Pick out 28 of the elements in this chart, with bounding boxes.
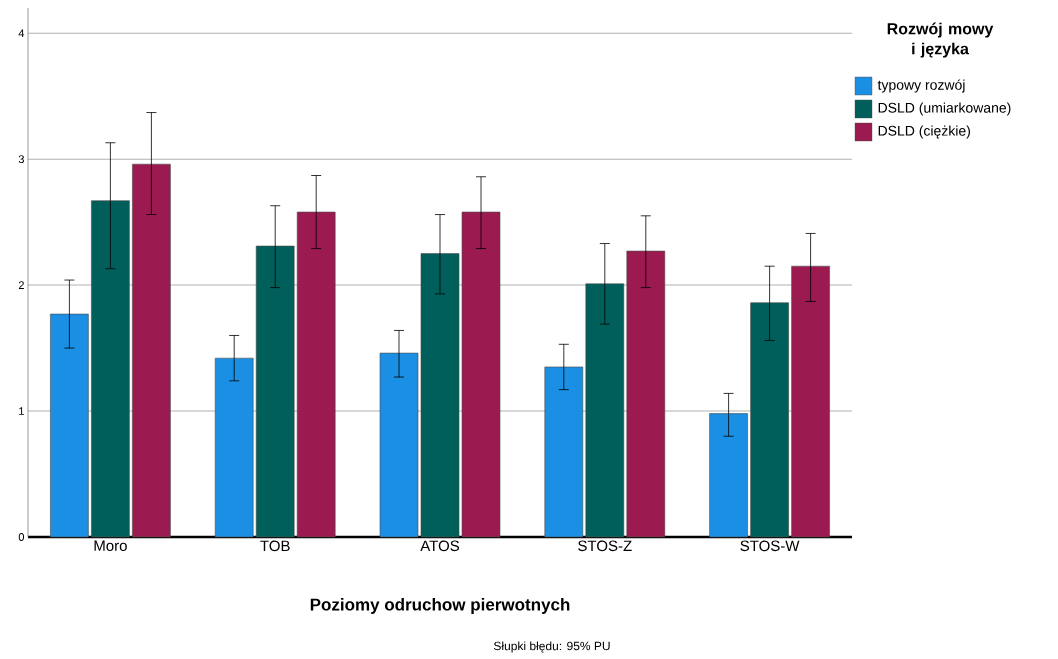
y-tick-label: 4	[18, 29, 25, 37]
x-tick-label: STOS-Z	[578, 540, 632, 552]
bar	[255, 245, 295, 538]
x-tick-label: Moro	[94, 540, 127, 551]
bar	[750, 302, 789, 538]
y-tick-label: 1	[19, 407, 24, 415]
y-tick-label: 3	[18, 155, 24, 164]
legend-title: Rozwój mowy i języka	[887, 22, 994, 58]
x-tick-label: ATOS	[420, 540, 460, 552]
bar	[50, 313, 89, 538]
text: Słupki błędu: 95% PU	[493, 641, 610, 653]
bar	[544, 366, 584, 538]
bar	[791, 265, 830, 538]
bar	[214, 357, 254, 538]
x-tick-label: STOS-W	[740, 540, 800, 552]
legend-label: DSLD (ciężkie)	[878, 125, 970, 139]
bar	[585, 283, 625, 538]
bar	[132, 163, 171, 538]
x-tick-label: TOB	[260, 540, 290, 552]
bar	[91, 200, 130, 538]
x-axis-title: Poziomy odruchow pierwotnych	[310, 598, 570, 614]
bar	[709, 413, 748, 538]
y-tick-label: 2	[18, 281, 24, 289]
y-tick-label: 0	[18, 533, 25, 541]
bar	[296, 211, 336, 538]
legend-label: typowy rozwój	[877, 79, 965, 93]
legend-label: DSLD (umiarkowane)	[878, 102, 1011, 116]
bar	[626, 250, 666, 538]
